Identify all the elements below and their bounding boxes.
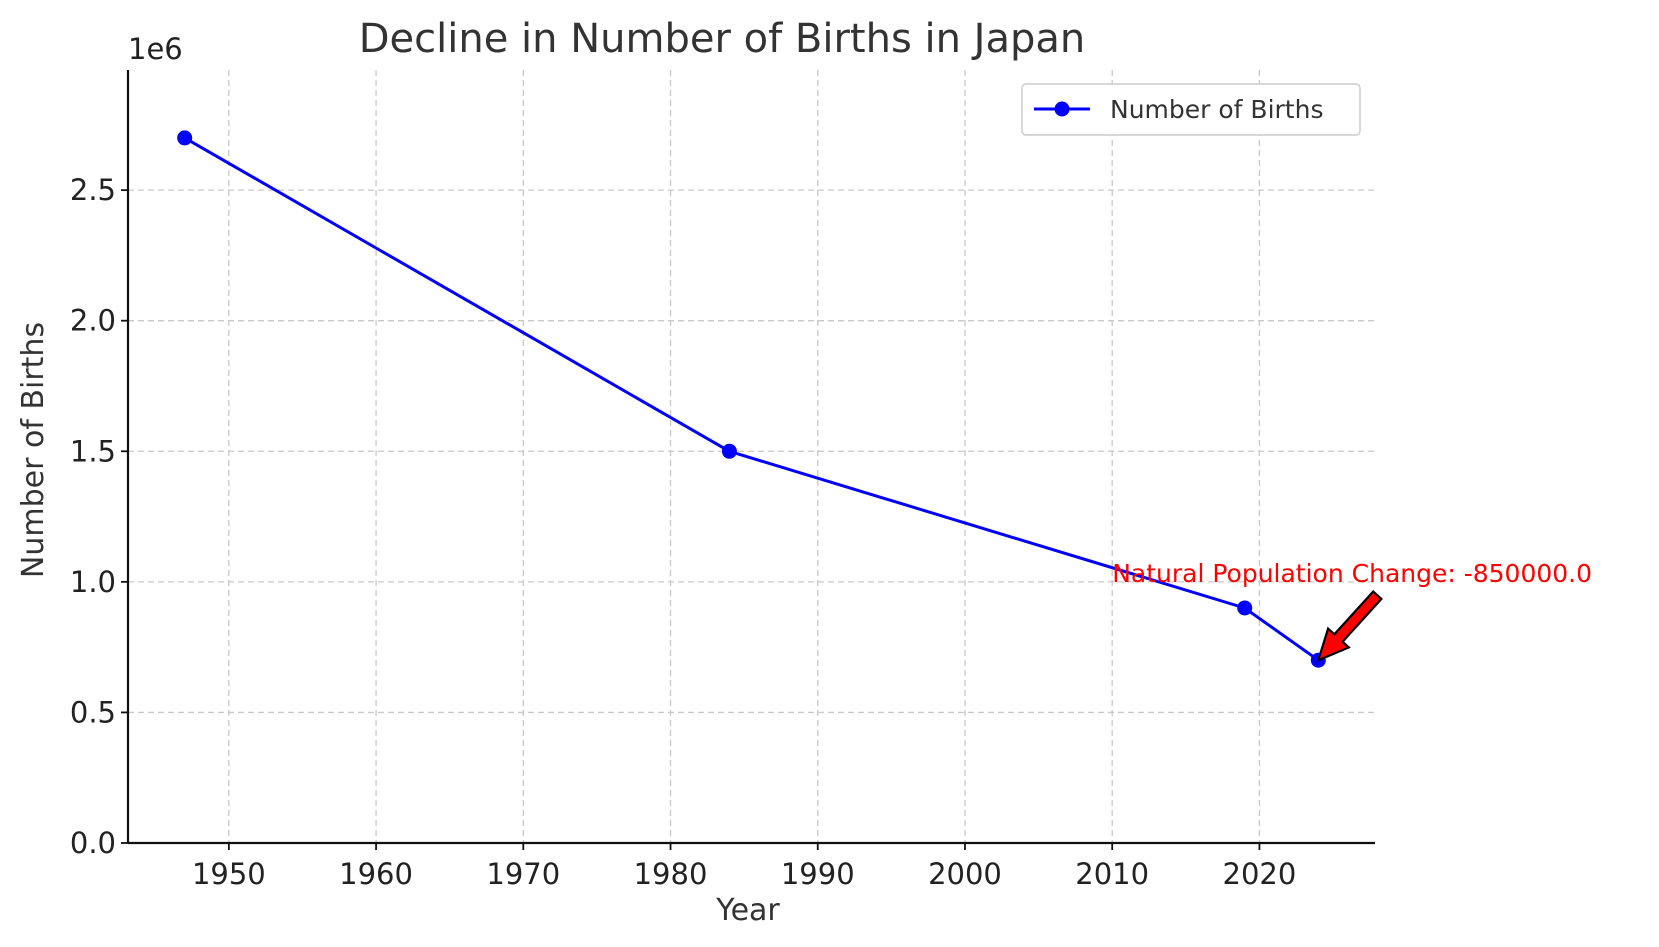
legend: Number of Births <box>1021 83 1361 136</box>
x-tick-label: 2010 <box>1075 857 1149 891</box>
y-tick-label: 1.0 <box>70 565 116 599</box>
annotation: Natural Population Change: -850000.0 <box>1112 559 1592 663</box>
x-tick-label: 2020 <box>1223 857 1297 891</box>
grid <box>128 70 1375 843</box>
y-tick-label: 0.5 <box>70 695 116 729</box>
axes-spines <box>126 70 1375 845</box>
x-tick-label: 2000 <box>928 857 1002 891</box>
legend-box <box>1021 83 1361 136</box>
y-tick-label: 2.0 <box>70 304 116 338</box>
x-tick-label: 1960 <box>339 857 413 891</box>
annotation-text: Natural Population Change: -850000.0 <box>1112 559 1592 588</box>
x-tick-label: 1980 <box>634 857 708 891</box>
annotation-arrow <box>1316 589 1383 663</box>
x-tick-label: 1950 <box>192 857 266 891</box>
data-point <box>1237 600 1253 616</box>
x-tick-label: 1990 <box>781 857 855 891</box>
x-axis-label: Year <box>715 893 780 928</box>
series-line <box>183 136 1320 662</box>
chart-title: Decline in Number of Births in Japan <box>359 16 1085 62</box>
x-tick-label: 1970 <box>486 857 560 891</box>
data-point <box>177 130 193 146</box>
y-tick-label: 0.0 <box>70 826 116 860</box>
data-point <box>721 443 737 459</box>
legend-label: Number of Births <box>1110 95 1323 124</box>
legend-marker-swatch <box>1054 101 1070 117</box>
axis-ticks: 1950 1960 1970 1980 1990 2000 2010 2020 0.0 0.5 1.… <box>70 173 1296 891</box>
series-number-of-births <box>177 130 1326 668</box>
y-tick-label: 2.5 <box>70 173 116 207</box>
y-axis-label: Number of Births <box>16 322 51 578</box>
y-offset-label: 1e6 <box>128 32 183 66</box>
y-tick-label: 1.5 <box>70 434 116 468</box>
